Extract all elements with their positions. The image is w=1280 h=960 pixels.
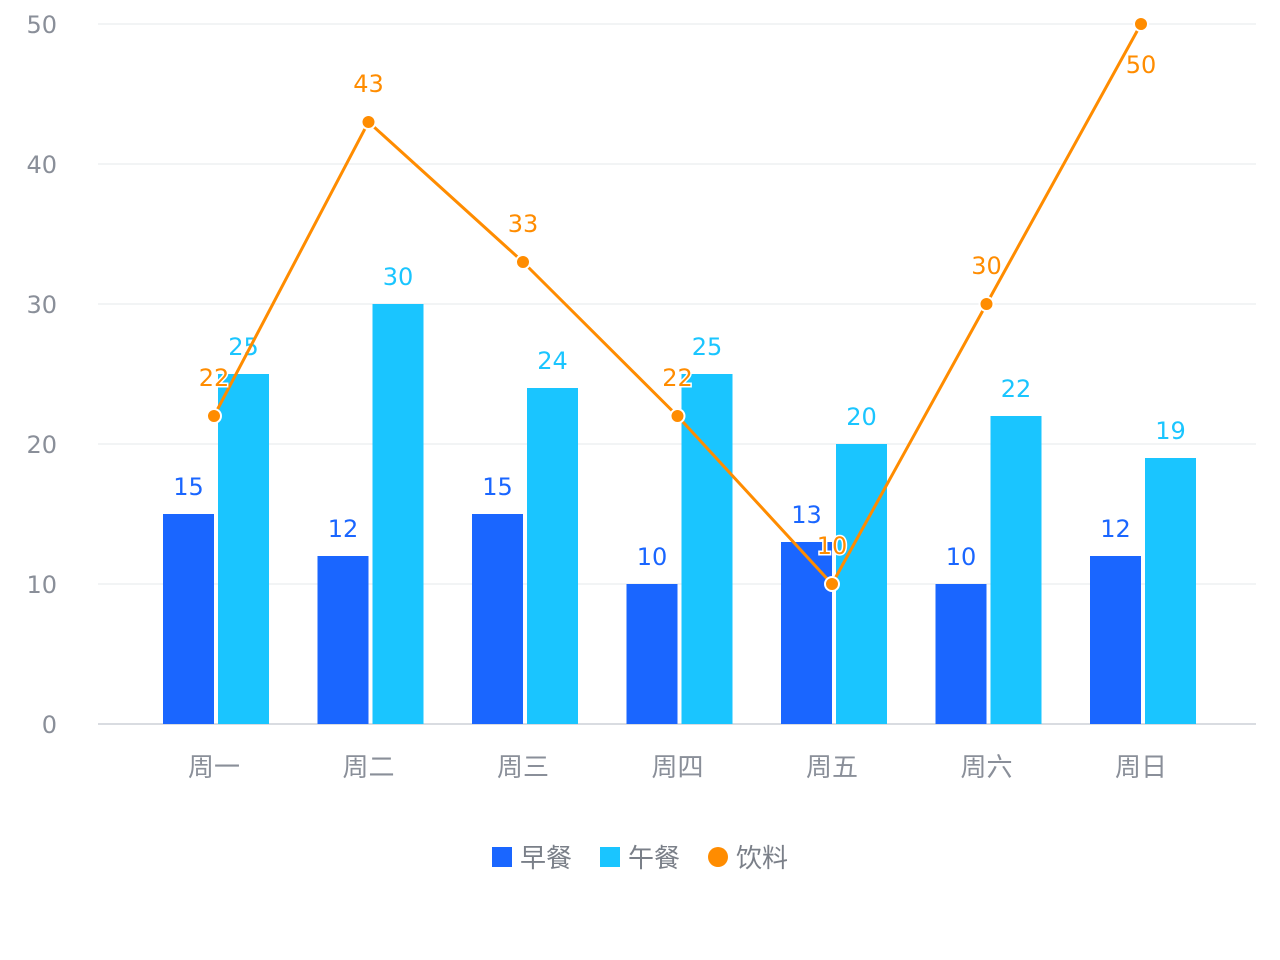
data-label-lunch: 19 — [1155, 417, 1186, 445]
y-tick-label: 40 — [26, 151, 57, 179]
bar-breakfast — [317, 556, 369, 724]
data-label-breakfast: 10 — [637, 543, 668, 571]
x-tick-label: 周二 — [342, 753, 394, 783]
y-tick-label: 10 — [26, 571, 57, 599]
legend-item-drinks[interactable]: 饮料 — [708, 838, 788, 875]
x-tick-label: 周一 — [188, 753, 240, 783]
x-tick-label: 周五 — [806, 753, 858, 783]
data-label-lunch: 30 — [383, 263, 414, 291]
bar-breakfast — [935, 584, 987, 724]
legend-item-lunch[interactable]: 午餐 — [599, 838, 680, 875]
data-label-lunch: 22 — [1001, 375, 1032, 403]
data-label-breakfast: 10 — [946, 543, 977, 571]
data-label-drinks: 22 — [662, 364, 693, 392]
data-label-breakfast: 12 — [328, 515, 359, 543]
bar-lunch — [1145, 458, 1196, 724]
point-drinks — [824, 576, 840, 592]
bar-breakfast — [163, 514, 214, 724]
y-tick-label: 0 — [42, 711, 57, 739]
point-drinks — [360, 114, 377, 130]
bar-breakfast — [781, 542, 832, 724]
bar-breakfast — [472, 514, 523, 724]
point-drinks — [206, 408, 222, 424]
bar-lunch — [990, 416, 1042, 724]
bar-lunch — [372, 304, 424, 724]
data-label-drinks: 33 — [508, 210, 539, 238]
point-drinks — [669, 408, 686, 424]
data-label-drinks: 22 — [199, 364, 230, 392]
bar-breakfast — [1090, 556, 1141, 724]
data-label-drinks: 43 — [353, 70, 384, 98]
bar-lunch — [218, 374, 269, 724]
data-label-breakfast: 13 — [791, 501, 822, 529]
point-drinks — [515, 254, 531, 270]
point-drinks — [1133, 16, 1149, 32]
data-label-breakfast: 12 — [1100, 515, 1131, 543]
y-tick-label: 30 — [26, 291, 57, 319]
bar-breakfast — [626, 584, 678, 724]
data-label-drinks: 10 — [817, 532, 848, 560]
x-tick-label: 周四 — [651, 753, 703, 783]
x-tick-label: 周日 — [1115, 753, 1167, 783]
legend-label-breakfast: 早餐 — [519, 844, 572, 874]
legend: 早餐 午餐 饮料 — [0, 838, 1280, 875]
x-tick-label: 周三 — [497, 753, 549, 783]
legend-swatch-lunch — [599, 846, 620, 867]
legend-label-lunch: 午餐 — [627, 844, 680, 874]
data-label-breakfast: 15 — [482, 473, 513, 501]
data-label-drinks: 30 — [971, 252, 1002, 280]
legend-swatch-breakfast — [491, 846, 512, 867]
data-label-lunch: 20 — [846, 403, 877, 431]
y-tick-label: 50 — [26, 11, 57, 39]
point-drinks — [978, 296, 995, 312]
chart-svg: 0 10 20 30 40 50 周一 周二 周三 周四 周五 周六 周日 15 12 15 10 13 10 12 2… — [26, 11, 1256, 783]
data-label-lunch: 25 — [692, 333, 723, 361]
data-label-drinks: 50 — [1126, 51, 1157, 79]
data-label-breakfast: 15 — [173, 473, 204, 501]
legend-item-breakfast[interactable]: 早餐 — [491, 838, 572, 875]
bar-lunch — [527, 388, 578, 724]
y-tick-label: 20 — [26, 431, 57, 459]
bar-lunch — [681, 374, 733, 724]
x-tick-label: 周六 — [960, 753, 1012, 783]
bar-lunch — [836, 444, 887, 724]
legend-label-drinks: 饮料 — [736, 844, 789, 874]
legend-swatch-drinks — [708, 846, 728, 867]
data-label-lunch: 24 — [537, 347, 568, 375]
